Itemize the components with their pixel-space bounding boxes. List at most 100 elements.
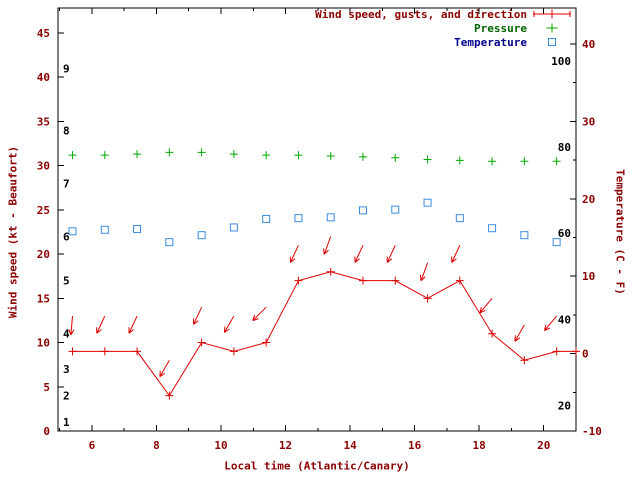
temperature-point	[294, 214, 303, 223]
y-right-tick-label: 20	[582, 193, 595, 206]
pressure-point	[455, 156, 464, 165]
wind-speed-point	[262, 338, 271, 347]
gust-direction-arrow	[96, 315, 106, 334]
gust-direction-arrow	[386, 245, 396, 263]
x-axis-title: Local time (Atlantic/Canary)	[224, 459, 410, 473]
y-right-tick-label: 10	[582, 270, 595, 283]
wind-speed-point	[229, 347, 238, 356]
beaufort-label: 7	[63, 177, 70, 190]
pressure-series	[68, 148, 561, 166]
gust-direction-arrow	[514, 324, 525, 342]
gust-direction-arrow	[289, 245, 299, 263]
y-left-axis-title: Wind speed (kt - Beaufort)	[6, 145, 20, 319]
gust-direction-arrow	[479, 298, 493, 314]
x-tick-label: 16	[408, 439, 422, 452]
wind-speed-point	[488, 329, 497, 338]
y-left-tick-label: 5	[43, 381, 50, 394]
gust-direction-arrow	[223, 315, 235, 333]
x-tick-label: 10	[214, 439, 227, 452]
wind-speed-point	[552, 347, 561, 356]
pressure-point	[294, 151, 303, 160]
y-left-tick-label: 15	[37, 292, 50, 305]
wind-gust-arrows	[68, 236, 558, 378]
gust-direction-arrow	[252, 306, 267, 322]
temperature-point	[100, 225, 109, 234]
legend-label-wind: Wind speed, gusts, and direction	[315, 7, 527, 21]
y-right-tick-label: 40	[582, 38, 595, 51]
pressure-point	[423, 155, 432, 164]
pressure-point	[520, 157, 529, 166]
gust-direction-arrow	[323, 236, 332, 255]
wind-speed-point	[326, 267, 335, 276]
plot-border	[57, 7, 577, 432]
gust-direction-arrow	[159, 359, 170, 378]
y-right-axis-title: Temperature (C - F)	[613, 169, 627, 295]
fahrenheit-label: 100	[551, 55, 571, 68]
x-tick-label: 8	[153, 439, 160, 452]
beaufort-label: 1	[63, 416, 70, 429]
wind-speed-point	[455, 276, 464, 285]
wind-speed-point	[197, 338, 206, 347]
temperature-point	[262, 214, 271, 223]
wind-speed-point	[520, 356, 529, 365]
temperature-point	[423, 198, 432, 207]
x-tick-label: 6	[89, 439, 96, 452]
y-left-tick-label: 0	[43, 425, 50, 438]
pressure-point	[197, 148, 206, 157]
x-tick-label: 12	[279, 439, 292, 452]
temperature-point	[488, 224, 497, 233]
y-left-tick-label: 35	[37, 115, 50, 128]
beaufort-label: 5	[63, 275, 70, 288]
y-left-tick-label: 20	[37, 248, 50, 261]
legend-item-pressure: Pressure	[315, 21, 572, 35]
beaufort-label: 6	[63, 230, 70, 243]
y-left-tick-label: 40	[37, 71, 50, 84]
gust-direction-arrow	[451, 245, 461, 263]
legend-item-temperature: Temperature	[315, 35, 572, 49]
wind-speed-point	[133, 347, 142, 356]
temperature-point	[229, 223, 238, 232]
y-left-tick-label: 30	[37, 160, 50, 173]
temperature-square-sample-icon	[532, 36, 572, 48]
pressure-point	[229, 150, 238, 159]
gust-direction-arrow	[419, 262, 429, 282]
y-left-tick-label: 10	[37, 337, 50, 350]
legend-label-pressure: Pressure	[474, 21, 527, 35]
wind-speed-point	[68, 347, 77, 356]
temperature-point	[197, 231, 206, 240]
gust-direction-arrow	[354, 245, 364, 263]
pressure-point	[100, 151, 109, 160]
beaufort-label: 3	[63, 363, 70, 376]
fahrenheit-label: 60	[558, 227, 571, 240]
wind-speed-point	[165, 391, 174, 400]
temperature-point	[133, 224, 142, 233]
wind-speed-point	[423, 294, 432, 303]
pressure-point	[552, 157, 561, 166]
gust-direction-arrow	[543, 315, 558, 332]
pressure-point	[68, 151, 77, 160]
temperature-point	[520, 231, 529, 240]
wind-speed-point	[358, 276, 367, 285]
pressure-point	[391, 153, 400, 162]
wind-speed-point	[294, 276, 303, 285]
beaufort-scale-labels: 1 2 3 4 5 6 7 8 9	[63, 62, 70, 429]
pressure-point	[165, 148, 174, 157]
fahrenheit-label: 80	[558, 141, 571, 154]
wind-errorline-sample-icon	[532, 8, 572, 20]
temperature-point	[68, 227, 77, 236]
legend-item-wind: Wind speed, gusts, and direction	[315, 7, 572, 21]
pressure-plus-sample-icon	[532, 22, 572, 34]
y-right-tick-label: 30	[582, 115, 595, 128]
beaufort-label: 2	[63, 390, 70, 403]
pressure-point	[358, 152, 367, 161]
x-tick-label: 18	[473, 439, 486, 452]
temperature-point	[391, 205, 400, 214]
temperature-point	[455, 214, 464, 223]
beaufort-label: 9	[63, 62, 70, 75]
legend: Wind speed, gusts, and direction Pressur…	[315, 7, 572, 49]
gust-direction-arrow	[68, 315, 75, 336]
x-tick-label: 20	[537, 439, 550, 452]
y-right-tick-label: 0	[582, 348, 589, 361]
